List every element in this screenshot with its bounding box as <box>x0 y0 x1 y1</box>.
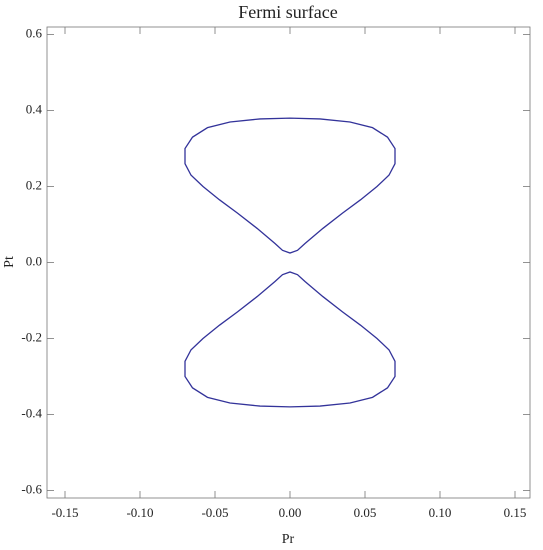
y-tick-label: -0.2 <box>21 329 42 344</box>
y-tick-label: 0.4 <box>26 102 43 117</box>
y-axis-label: Pt <box>2 256 17 268</box>
x-tick-label: 0.00 <box>279 505 302 520</box>
x-tick-label: 0.10 <box>429 505 452 520</box>
contour-line <box>184 117 396 254</box>
y-tick-label: 0.0 <box>26 253 42 268</box>
y-tick-label: 0.6 <box>26 26 43 41</box>
y-tick-label: 0.2 <box>26 178 42 193</box>
x-tick-label: 0.15 <box>504 505 527 520</box>
x-tick-label: -0.15 <box>51 505 78 520</box>
x-tick-label: -0.05 <box>201 505 228 520</box>
contour-line <box>184 271 396 408</box>
y-tick-label: -0.4 <box>21 405 42 420</box>
y-tick-label: -0.6 <box>21 481 42 496</box>
x-axis-label: Pr <box>282 532 295 547</box>
x-tick-label: 0.05 <box>354 505 377 520</box>
plot-frame <box>46 26 531 499</box>
x-tick-label: -0.10 <box>126 505 153 520</box>
chart-title: Fermi surface <box>238 2 337 22</box>
